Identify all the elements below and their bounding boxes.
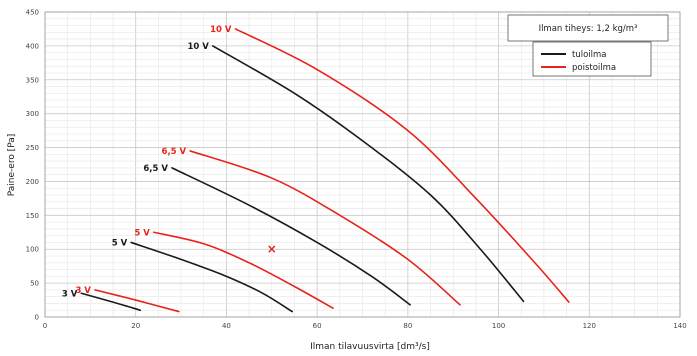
x-tick-label: 40 <box>222 322 231 330</box>
y-tick-label: 350 <box>26 76 39 84</box>
y-tick-label: 150 <box>26 212 39 220</box>
x-tick-label: 140 <box>673 322 686 330</box>
operating-point-marker: × <box>267 242 277 256</box>
series-label-poistoilma: 5 V <box>134 228 150 238</box>
y-tick-label: 200 <box>26 178 39 186</box>
x-tick-label: 0 <box>43 322 47 330</box>
info-box: Ilman tiheys: 1,2 kg/m³ <box>507 14 669 42</box>
x-tick-label: 100 <box>492 322 505 330</box>
y-axis-label: Paine-ero [Pa] <box>7 134 17 197</box>
series-labels: 10 V 6,5 V 5 V 3 V 10 V 6,5 V 5 V 3 V <box>62 25 232 299</box>
y-tick-label: 300 <box>26 110 39 118</box>
x-axis-label: Ilman tilavuusvirta [dm³/s] <box>310 342 430 352</box>
x-tick-label: 80 <box>403 322 412 330</box>
y-tick-label: 50 <box>30 280 39 288</box>
series-line-tuloilma <box>171 167 411 306</box>
info-box-text: Ilman tiheys: 1,2 kg/m³ <box>539 24 638 34</box>
series-line-tuloilma <box>80 292 142 312</box>
x-tick-label: 20 <box>131 322 140 330</box>
series-label-tuloilma: 3 V <box>62 289 78 299</box>
legend-label-tuloilma: tuloilma <box>572 50 607 60</box>
series-label-tuloilma: 5 V <box>112 238 128 248</box>
series-label-poistoilma: 6,5 V <box>162 147 187 157</box>
y-tick-label: 100 <box>26 246 39 254</box>
series-line-tuloilma <box>212 45 525 303</box>
y-tick-label: 450 <box>26 9 39 17</box>
series-label-tuloilma: 6,5 V <box>143 164 168 174</box>
legend: tuloilma poistoilma <box>532 41 652 77</box>
series-line-poistoilma <box>153 231 334 309</box>
series-lines <box>80 28 570 313</box>
tick-labels: 0 20 40 60 80 100 120 140 0 50 100 150 200 250 300 350 4… <box>26 9 687 331</box>
series-label-poistoilma: 10 V <box>210 25 232 35</box>
operating-point-symbol: × <box>267 242 277 256</box>
y-tick-label: 250 <box>26 144 39 152</box>
series-label-tuloilma: 10 V <box>187 42 209 52</box>
series-line-poistoilma <box>94 289 180 313</box>
y-tick-label: 400 <box>26 42 39 50</box>
series-label-poistoilma: 3 V <box>75 286 91 296</box>
y-tick-label: 0 <box>35 314 39 322</box>
x-tick-label: 120 <box>583 322 596 330</box>
plot-frame <box>44 11 681 318</box>
series-line-poistoilma <box>234 28 570 303</box>
grid <box>44 11 681 318</box>
series-line-tuloilma <box>130 241 293 313</box>
legend-label-poistoilma: poistoilma <box>572 63 616 73</box>
x-tick-label: 60 <box>313 322 322 330</box>
series-line-poistoilma <box>189 150 461 306</box>
